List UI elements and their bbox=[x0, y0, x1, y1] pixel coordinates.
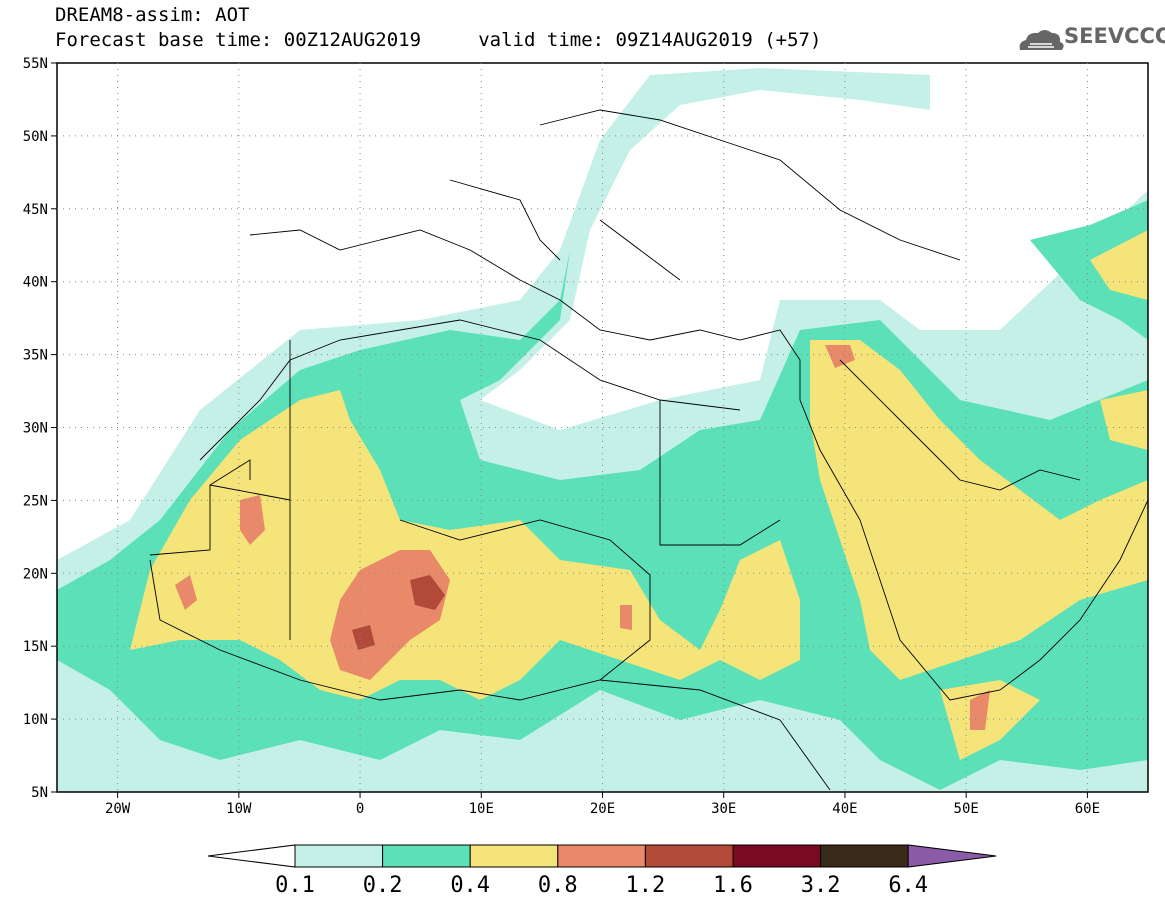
aot-level-0.8-f bbox=[620, 605, 632, 630]
lon-tick-label: 40E bbox=[832, 801, 857, 817]
aot-level-0.4-iran bbox=[1100, 390, 1148, 450]
colorbar-overflow-triangle bbox=[907, 844, 997, 868]
lon-tick-label: 10W bbox=[226, 801, 252, 817]
logo-text: SEEVCCC bbox=[1064, 24, 1165, 48]
colorbar-swatch bbox=[469, 844, 559, 868]
lat-tick-label: 15N bbox=[23, 639, 48, 655]
forecast-times: Forecast base time: 00Z12AUG2019 valid t… bbox=[55, 29, 822, 51]
lat-tick-label: 50N bbox=[23, 129, 48, 145]
colorbar-underflow-triangle bbox=[207, 844, 296, 868]
lon-tick-label: 0 bbox=[356, 801, 364, 817]
lon-tick-label: 30E bbox=[711, 801, 736, 817]
aot-level-0.8-b bbox=[240, 495, 265, 545]
lat-labels: 5N 10N 15N 20N 25N 30N 35N 40N 45N 50N 55N bbox=[23, 56, 57, 801]
aot-level-0.8-c bbox=[175, 575, 197, 610]
lon-tick-label: 60E bbox=[1075, 801, 1100, 817]
colorbar-label: 1.6 bbox=[713, 873, 753, 898]
aot-level-0.8-e bbox=[970, 690, 990, 730]
lon-tick-label: 10E bbox=[469, 801, 494, 817]
aot-level-1.2-b bbox=[352, 625, 375, 650]
colorbar-swatch bbox=[294, 844, 384, 868]
lat-tick-label: 10N bbox=[23, 712, 48, 728]
lat-tick-label: 55N bbox=[23, 56, 48, 72]
colorbar-label: 6.4 bbox=[888, 873, 928, 898]
lat-tick-label: 20N bbox=[23, 566, 48, 582]
lat-tick-label: 5N bbox=[31, 785, 48, 801]
lat-tick-label: 25N bbox=[23, 493, 48, 509]
aot-level-0.4-horn bbox=[940, 680, 1040, 760]
lat-tick-label: 45N bbox=[23, 202, 48, 218]
aot-level-0.8-d bbox=[825, 345, 855, 368]
chart-title: DREAM8-assim: AOT bbox=[55, 4, 250, 26]
aot-level-0.4-ne bbox=[1090, 230, 1148, 300]
colorbar-label: 3.2 bbox=[801, 873, 841, 898]
aot-level-1.2 bbox=[410, 575, 445, 610]
lon-tick-label: 50E bbox=[954, 801, 979, 817]
lon-tick-label: 20E bbox=[590, 801, 615, 817]
lon-tick-label: 20W bbox=[105, 801, 131, 817]
colorbar-swatch bbox=[557, 844, 646, 868]
aot-level-0.2-ne bbox=[1030, 200, 1148, 340]
cloud-icon bbox=[1019, 30, 1064, 50]
lat-tick-label: 30N bbox=[23, 421, 48, 437]
colorbar-label: 0.8 bbox=[538, 873, 578, 898]
lat-tick-label: 35N bbox=[23, 348, 48, 364]
colorbar-swatch bbox=[382, 844, 471, 868]
colorbar-swatch bbox=[644, 844, 734, 868]
colorbar-label: 0.1 bbox=[275, 873, 315, 898]
colorbar-label: 0.2 bbox=[363, 873, 403, 898]
lon-labels: 20W 10W 0 10E 20E 30E 40E 50E 60E bbox=[105, 792, 1100, 817]
colorbar-swatch bbox=[732, 844, 822, 868]
colorbar-label: 1.2 bbox=[626, 873, 666, 898]
aot-level-0.4 bbox=[130, 390, 800, 700]
colorbar-label: 0.4 bbox=[450, 873, 490, 898]
aot-level-0.4-arabia bbox=[810, 340, 1148, 680]
colorbar-swatch bbox=[820, 844, 909, 868]
coastlines bbox=[149, 109, 1148, 791]
lat-tick-label: 40N bbox=[23, 275, 48, 291]
